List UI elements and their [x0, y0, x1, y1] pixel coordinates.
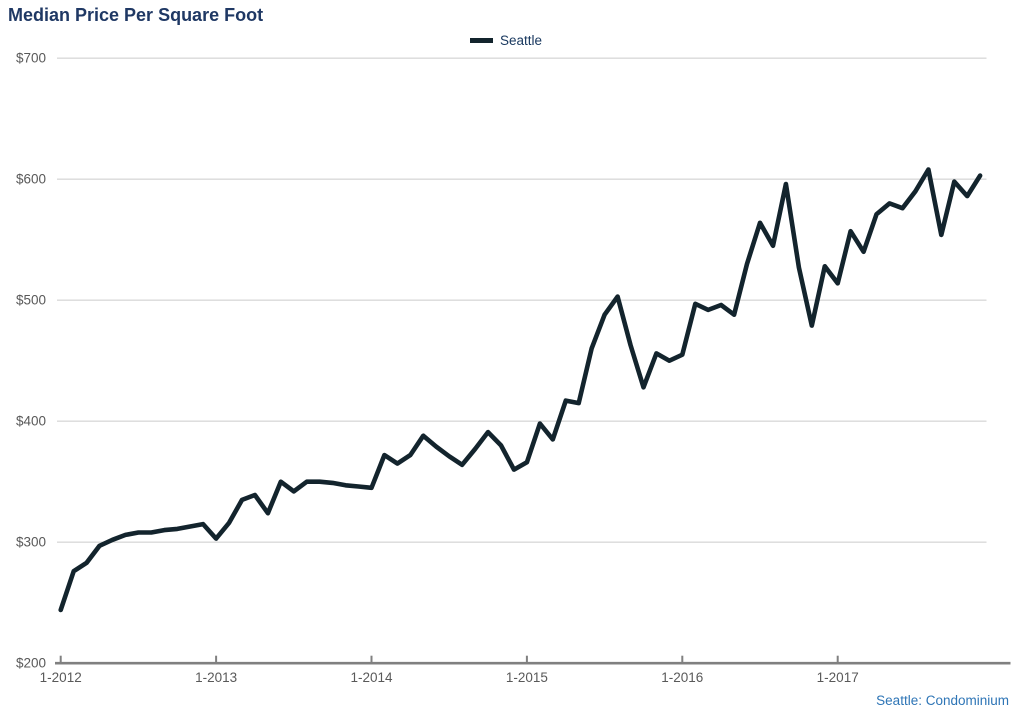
- x-tick-label: 1-2014: [350, 670, 393, 685]
- legend-series-label: Seattle: [500, 32, 543, 48]
- y-tick-label: $700: [16, 51, 46, 66]
- legend-line-swatch: [470, 37, 493, 43]
- y-tick-label: $400: [16, 414, 46, 429]
- x-tick-label: 1-2016: [661, 670, 703, 685]
- x-tick-label: 1-2017: [817, 670, 859, 685]
- source-note: Seattle: Condominium: [876, 693, 1009, 708]
- legend: Seattle: [470, 32, 542, 48]
- chart-title: Median Price Per Square Foot: [8, 5, 264, 25]
- x-tick-label: 1-2015: [506, 670, 548, 685]
- y-tick-label: $600: [16, 172, 46, 187]
- x-tick-label: 1-2013: [195, 670, 237, 685]
- y-tick-label: $200: [16, 656, 46, 671]
- y-tick-label: $500: [16, 293, 46, 308]
- y-tick-label: $300: [16, 535, 46, 550]
- price-line-seattle: [58, 167, 983, 613]
- x-tick-label: 1-2012: [40, 670, 82, 685]
